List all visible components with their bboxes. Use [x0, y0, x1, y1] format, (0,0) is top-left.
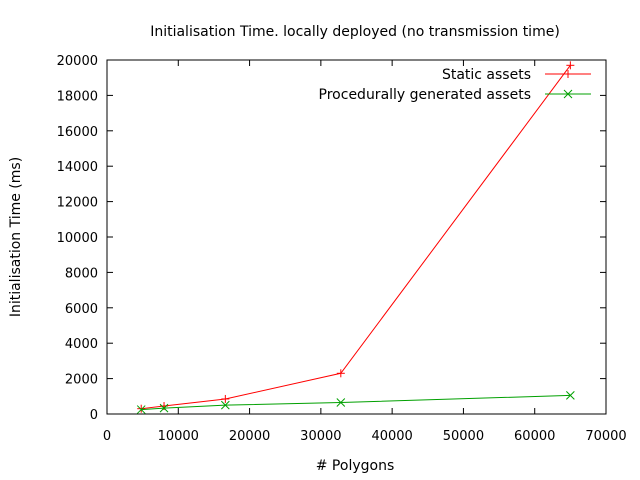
y-tick-label-1: 2000 — [65, 373, 98, 388]
series-group — [136, 61, 575, 414]
legend: Static assets Procedurally generated asse… — [319, 67, 591, 103]
series-2-point-4 — [566, 391, 575, 400]
y-axis-label: Initialisation Time (ms) — [8, 157, 24, 317]
series-1-point-4 — [566, 61, 575, 70]
x-tick-label-1: 10000 — [158, 429, 199, 444]
y-tick-label-0: 0 — [90, 408, 98, 423]
chart-title: Initialisation Time. locally deployed (n… — [150, 24, 560, 40]
y-tick-label-3: 6000 — [65, 302, 98, 317]
series-1-point-3 — [336, 369, 345, 378]
series-2-legend-label: Procedurally generated assets — [319, 87, 531, 103]
series-2-point-0 — [136, 405, 146, 414]
series-1-point-2 — [221, 394, 230, 403]
series-1-legend-label: Static assets — [442, 67, 531, 83]
y-tick-label-10: 20000 — [57, 54, 98, 69]
series-1-line — [141, 65, 571, 410]
x-tick-label-5: 50000 — [443, 429, 484, 444]
x-axis-ticks: 0 10000 20000 30000 40000 50000 60000 70000 — [103, 60, 627, 444]
y-tick-label-5: 10000 — [57, 231, 98, 246]
series-2-line — [141, 394, 571, 411]
y-tick-label-4: 8000 — [65, 266, 98, 281]
x-tick-label-6: 60000 — [514, 429, 555, 444]
series-2-point-4-d2 — [566, 391, 575, 400]
series-2-legend-marker — [563, 89, 573, 99]
series-2-point-3 — [336, 398, 346, 407]
y-tick-label-6: 12000 — [57, 196, 98, 211]
series-2-point-1 — [159, 403, 169, 413]
y-tick-label-2: 4000 — [65, 337, 98, 352]
x-tick-label-4: 40000 — [371, 429, 412, 444]
x-axis-label: # Polygons — [316, 458, 394, 474]
y-tick-label-7: 14000 — [57, 160, 98, 175]
series-1-legend-marker — [564, 70, 572, 78]
series-2-point-3-d2 — [336, 398, 346, 407]
series-2-point-2 — [220, 400, 230, 410]
plot-frame — [106, 59, 607, 415]
series-2-point-0-d2 — [136, 405, 146, 414]
y-tick-label-8: 16000 — [57, 125, 98, 140]
x-tick-label-3: 30000 — [300, 429, 341, 444]
series-1-point-0 — [137, 404, 146, 413]
x-tick-label-7: 70000 — [585, 429, 626, 444]
series-2-point-2-d2 — [220, 400, 230, 410]
series-2-legend-marker-d2 — [563, 89, 573, 99]
x-tick-label-2: 20000 — [229, 429, 270, 444]
y-tick-label-9: 18000 — [57, 89, 98, 104]
series-2-point-1-d2 — [159, 403, 169, 413]
y-axis-ticks: 0 2000 4000 6000 8000 10000 12000 14000 16000 180… — [57, 54, 606, 423]
x-tick-label-0: 0 — [103, 429, 111, 444]
